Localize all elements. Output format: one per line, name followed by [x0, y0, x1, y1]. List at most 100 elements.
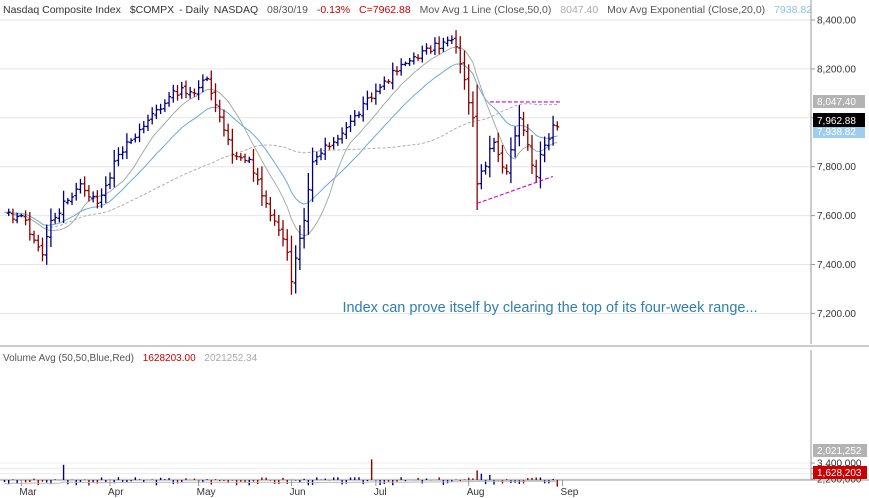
ohlc-bar	[200, 74, 205, 93]
ohlc-bar	[508, 137, 513, 184]
ohlc-bar	[293, 245, 298, 294]
ohlc-bar	[209, 70, 214, 101]
ohlc-bar	[145, 114, 150, 132]
ohlc-bar	[213, 83, 218, 113]
ohlc-bar	[154, 104, 159, 120]
ma1-label: Mov Avg 1 Line (Close,50,0)	[420, 4, 552, 16]
ohlc-bar	[70, 192, 75, 205]
ohlc-bar	[44, 224, 49, 265]
ohlc-bar	[120, 146, 125, 160]
date-tick-label: Aug	[467, 487, 485, 498]
ohlc-bar	[175, 84, 180, 101]
ohlc-bar	[162, 99, 167, 113]
ohlc-bar	[445, 36, 450, 47]
ohlc-bar	[517, 105, 522, 147]
ohlc-bar	[188, 86, 193, 99]
ohlc-bar	[390, 62, 395, 90]
ohlc-bar	[352, 110, 357, 126]
ohlc-bar	[137, 123, 142, 143]
ohlc-bar	[74, 182, 79, 201]
ohlc-bar	[129, 138, 134, 145]
ohlc-bar	[458, 36, 463, 74]
ohlc-bar	[361, 96, 366, 122]
ohlc-bar	[319, 148, 323, 161]
ohlc-bar	[348, 114, 353, 132]
ohlc-bar	[420, 45, 425, 63]
ohlc-bar	[133, 133, 138, 143]
ohlc-bar	[500, 144, 505, 174]
ohlc-bar	[428, 45, 433, 54]
ohlc-bar	[150, 107, 155, 125]
ohlc-bar	[179, 81, 184, 99]
ohlc-bar	[192, 88, 197, 97]
ohlc-bar	[230, 128, 235, 164]
price-tick-label: 8,400.00	[817, 16, 856, 27]
ohlc-bar	[268, 196, 273, 222]
ohlc-bar	[40, 237, 45, 262]
ohlc-bar	[344, 121, 349, 140]
volume-gridlines	[0, 462, 811, 480]
ohlc-bar	[403, 61, 408, 67]
ohlc-bar	[373, 83, 378, 105]
pct-change: -0.13%	[317, 4, 350, 16]
price-tick-label: 8,200.00	[817, 64, 856, 75]
ohlc-bar	[496, 132, 501, 163]
ohlc-bar	[285, 229, 290, 261]
ohlc-bar	[234, 151, 239, 160]
volume-avg-badge: 2,021,252	[817, 446, 862, 457]
close-badge-box	[813, 113, 865, 127]
short-ma-line	[4, 46, 558, 237]
ohlc-bar	[289, 235, 294, 295]
ohlc-bar	[124, 133, 129, 160]
ohlc-bar	[65, 198, 70, 205]
ohlc-bar	[555, 121, 560, 131]
volume-header: Volume Avg (50,50,Blue,Red) 1628203.00 2…	[3, 353, 258, 364]
ohlc-bar	[238, 153, 243, 161]
ohlc-bar	[112, 149, 117, 188]
date-axis-ticks: Mar Apr May Jun Jul Aug Sep	[19, 480, 579, 498]
volume-tick-label: 3,400,000	[817, 459, 862, 470]
ohlc-bar	[48, 208, 53, 248]
ohlc-bar	[32, 230, 37, 244]
price-tick-label: 7,600.00	[817, 211, 856, 222]
ohlc-bar	[521, 111, 526, 137]
ohlc-bar	[281, 220, 286, 247]
ohlc-bar	[221, 109, 226, 137]
period: Daily	[186, 4, 210, 16]
volume-tick-label: 2,200,000	[817, 475, 862, 486]
ohlc-bar	[314, 151, 319, 165]
ema20-line	[4, 63, 558, 227]
ohlc-bar	[542, 136, 547, 163]
date-tick-label: Apr	[108, 487, 124, 498]
price-gridlines	[0, 19, 811, 314]
index-name: Nasdaq Composite Index	[3, 4, 122, 16]
volume-avg-badge-box	[813, 444, 867, 457]
ohlc-bar	[171, 84, 176, 103]
date: 08/30/19	[267, 4, 308, 16]
ema20-badge: 7,938.82	[817, 127, 856, 138]
ohlc-bar	[513, 126, 518, 158]
volume-badges: 2,021,252 1,628,203	[813, 444, 867, 479]
ohlc-bar	[470, 91, 475, 128]
ema20-badge-box	[813, 125, 865, 138]
volume-last-badge: 1,628,203	[817, 468, 862, 479]
ohlc-bar	[365, 90, 370, 111]
ohlc-bar	[108, 172, 112, 190]
ohlc-bar	[251, 149, 256, 182]
ohlc-bar	[399, 58, 404, 76]
price-tick-label: 7,400.00	[817, 260, 856, 271]
ohlc-bar	[504, 164, 509, 175]
ohlc-bar	[378, 83, 383, 95]
trendlines	[476, 101, 562, 204]
ohlc-bar	[86, 185, 91, 202]
ohlc-bar	[441, 37, 446, 52]
ohlc-bar	[487, 135, 492, 178]
ohlc-bar	[95, 190, 100, 209]
volume-avg-line	[4, 480, 558, 485]
ohlc-bar	[10, 208, 15, 224]
ohlc-bar	[78, 178, 83, 194]
ohlc-bar	[394, 66, 399, 76]
price-tick-label: 7,200.00	[817, 309, 856, 320]
symbol: $COMPX	[130, 4, 174, 16]
